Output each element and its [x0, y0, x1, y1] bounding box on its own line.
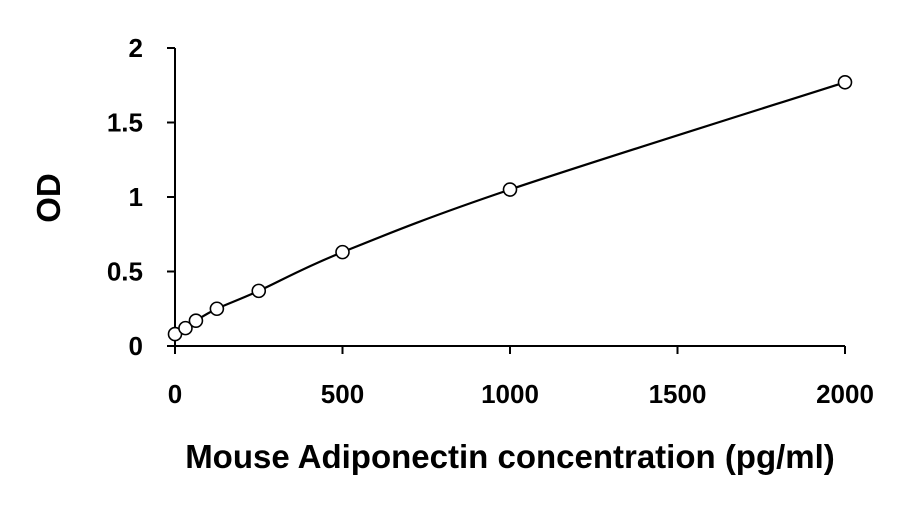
y-tick-label: 0 — [129, 331, 143, 361]
axes — [174, 48, 845, 347]
x-tick-label: 1000 — [481, 379, 539, 409]
data-point — [335, 244, 350, 260]
data-point — [502, 182, 518, 197]
x-tick-label: 2000 — [816, 379, 874, 409]
data-point — [188, 313, 204, 328]
x-tick-label: 0 — [168, 379, 182, 409]
y-axis-title: OD — [30, 173, 67, 223]
y-tick-label: 1.5 — [107, 108, 143, 138]
data-point — [251, 283, 267, 299]
x-tick-label: 500 — [321, 379, 364, 409]
y-tick-label: 0.5 — [107, 257, 143, 287]
data-point — [837, 74, 853, 90]
data-point — [178, 320, 193, 336]
data-points — [167, 74, 853, 342]
data-point — [209, 301, 225, 317]
y-ticks: 0 0.5 1 1.5 2 — [107, 33, 175, 361]
x-axis-title: Mouse Adiponectin concentration (pg/ml) — [185, 438, 835, 475]
x-ticks: 0 500 1000 1500 2000 — [168, 346, 874, 409]
fit-curve — [174, 81, 846, 336]
y-tick-label: 1 — [129, 182, 143, 212]
y-tick-label: 2 — [129, 33, 143, 63]
x-tick-label: 1500 — [649, 379, 707, 409]
